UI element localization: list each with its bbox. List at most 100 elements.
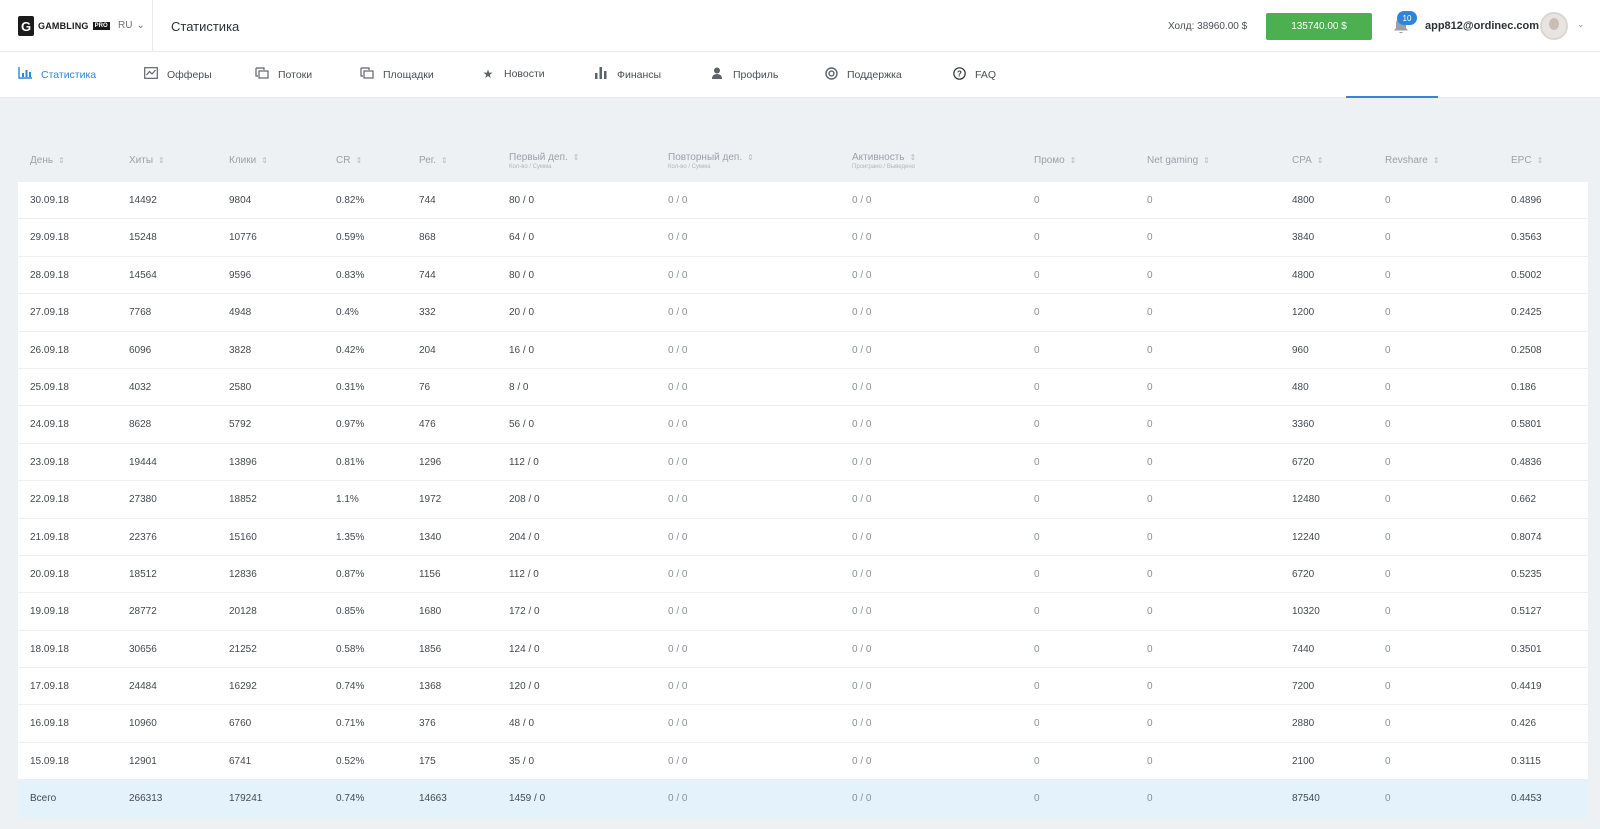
avatar[interactable] [1540, 12, 1568, 40]
table-cell: 0.4896 [1511, 195, 1542, 206]
table-row: 17.09.18 24484 16292 0.74% 1368 120 / 0 0 / 0 0… [18, 668, 1588, 706]
table-cell: 3828 [229, 344, 252, 356]
nav-item-profile[interactable]: Профиль [710, 67, 778, 82]
table-cell: 0 / 0 [668, 718, 688, 730]
nav-item-faq[interactable]: ? FAQ [952, 67, 996, 83]
column-header[interactable]: Рег. ⇕ [419, 155, 448, 166]
nav-item-flows[interactable]: Потоки [255, 67, 312, 82]
table-row: 18.09.18 30656 21252 0.58% 1856 124 / 0 0 / 0 0… [18, 631, 1588, 669]
nav-label: Площадки [383, 68, 434, 81]
table-cell: 124 / 0 [509, 643, 540, 655]
table-cell: 0.71% [336, 718, 365, 730]
column-header[interactable]: Первый деп. ⇕ Кол-во / Сумма [509, 152, 579, 170]
table-cell: 0 [1147, 456, 1153, 468]
sort-icon[interactable]: ⇕ [58, 156, 65, 165]
nav-label: Финансы [617, 68, 662, 81]
sort-icon[interactable]: ⇕ [158, 156, 165, 165]
column-header[interactable]: Клики ⇕ [229, 155, 268, 166]
nav-item-offers[interactable]: Офферы [144, 67, 212, 82]
table-cell: 0 [1147, 643, 1153, 655]
table-cell: 0 [1034, 232, 1040, 244]
table-row: 26.09.18 6096 3828 0.42% 204 16 / 0 0 / 0 0 / 0… [18, 332, 1588, 369]
sort-icon[interactable]: ⇕ [747, 153, 754, 162]
table-cell: 0 / 0 [668, 643, 688, 655]
table-cell: 0.8074 [1511, 531, 1542, 543]
table-cell: 15160 [229, 531, 257, 543]
chevron-down-icon[interactable]: ⌄ [1577, 19, 1585, 29]
sort-icon[interactable]: ⇕ [572, 153, 580, 162]
nav-item-statistics[interactable]: Статистика [18, 67, 96, 82]
sort-icon[interactable]: ⇕ [909, 153, 917, 162]
table-cell: 5792 [229, 419, 252, 431]
table-row: 25.09.18 4032 2580 0.31% 76 8 / 0 0 / 0 0 / 0 0 0… [18, 369, 1588, 407]
table-cell: 480 [1292, 381, 1309, 393]
sort-icon[interactable]: ⇕ [1069, 156, 1077, 165]
chart-icon [18, 67, 32, 82]
table-cell: 80 / 0 [509, 195, 535, 206]
table-cell: 0.42% [336, 344, 365, 356]
column-header[interactable]: День ⇕ [30, 155, 65, 166]
table-cell: 2580 [229, 381, 252, 393]
table-cell: 0 / 0 [852, 718, 872, 730]
nav-item-sites[interactable]: Площадки [360, 67, 434, 82]
sort-icon[interactable]: ⇕ [355, 156, 363, 165]
table-row: 23.09.18 19444 13896 0.81% 1296 112 / 0 0 / 0 0… [18, 444, 1588, 482]
table-cell: 8628 [129, 419, 152, 431]
table-cell: 0.97% [336, 419, 365, 431]
table-cell: 744 [419, 269, 436, 281]
column-header[interactable]: EPC ⇕ [1511, 155, 1543, 166]
page-title: Статистика [171, 19, 240, 34]
table-cell: 80 / 0 [509, 269, 535, 281]
sort-icon[interactable]: ⇕ [1432, 156, 1440, 165]
column-label: Хиты [129, 155, 154, 166]
table-cell: 0 [1034, 307, 1040, 319]
table-cell: 0 [1147, 307, 1153, 319]
table-cell: 0.74% [336, 681, 365, 693]
balance-button[interactable]: 135740.00 $ [1266, 13, 1372, 40]
nav-label: Офферы [167, 68, 212, 81]
table-cell: 0.87% [336, 568, 365, 580]
nav-label: Поддержка [847, 69, 902, 81]
logo[interactable]: G GAMBLING PRO [18, 16, 110, 36]
table-cell: 22.09.18 [30, 494, 69, 506]
sort-icon[interactable]: ⇕ [1536, 156, 1544, 165]
sort-icon[interactable]: ⇕ [1316, 156, 1324, 165]
table-row: 30.09.18 14492 9804 0.82% 744 80 / 0 0 / 0 0 / … [18, 182, 1588, 220]
table-cell: 0.186 [1511, 381, 1537, 393]
column-header[interactable]: Net gaming ⇕ [1147, 155, 1210, 166]
language-select[interactable]: RU ⌄ [118, 20, 145, 31]
table-body: 30.09.18 14492 9804 0.82% 744 80 / 0 0 / 0 0 / … [18, 182, 1588, 818]
table-cell: 29.09.18 [30, 232, 69, 244]
table-cell: 0 / 0 [852, 344, 872, 356]
table-cell: 0.426 [1511, 718, 1537, 730]
table-cell: 1459 / 0 [509, 793, 546, 805]
column-header[interactable]: Хиты ⇕ [129, 155, 165, 166]
user-email[interactable]: app812@ordinec.com [1425, 20, 1540, 32]
sort-icon[interactable]: ⇕ [441, 156, 448, 165]
table-cell: 0 [1147, 269, 1153, 281]
column-header[interactable]: CPA ⇕ [1292, 155, 1324, 166]
column-header[interactable]: Revshare ⇕ [1385, 155, 1440, 166]
nav-item-support[interactable]: Поддержка [824, 67, 902, 83]
column-header[interactable]: Промо ⇕ [1034, 155, 1076, 166]
table-cell: 204 / 0 [509, 531, 540, 543]
sort-icon[interactable]: ⇕ [261, 156, 268, 165]
table-cell: 204 [419, 344, 436, 356]
table-cell: 0 / 0 [852, 456, 872, 468]
table-cell: 26.09.18 [30, 344, 69, 356]
table-cell: 8 / 0 [509, 381, 529, 393]
statistics-table: День ⇕ Хиты ⇕ Клики ⇕ CR ⇕ Рег. ⇕ Первый деп. ⇕ Кол-… [18, 140, 1588, 818]
sort-icon[interactable]: ⇕ [1203, 156, 1210, 165]
table-cell: 6741 [229, 755, 252, 767]
table-cell: 112 / 0 [509, 568, 539, 580]
table-cell: 1972 [419, 494, 442, 506]
column-header[interactable]: Повторный деп. ⇕ Кол-во / Сумма [668, 152, 754, 170]
column-header[interactable]: Активность ⇕ Проиграно / Выведено [852, 152, 916, 170]
column-label: Повторный деп. [668, 152, 743, 163]
nav-item-news[interactable]: ★ Новости [481, 67, 545, 81]
table-header: День ⇕ Хиты ⇕ Клики ⇕ CR ⇕ Рег. ⇕ Первый деп. ⇕ Кол-… [18, 140, 1588, 180]
table-cell: 0 [1147, 531, 1153, 543]
nav-item-finance[interactable]: Финансы [594, 67, 661, 82]
table-cell: 0 [1147, 568, 1153, 580]
column-header[interactable]: CR ⇕ [336, 155, 362, 166]
